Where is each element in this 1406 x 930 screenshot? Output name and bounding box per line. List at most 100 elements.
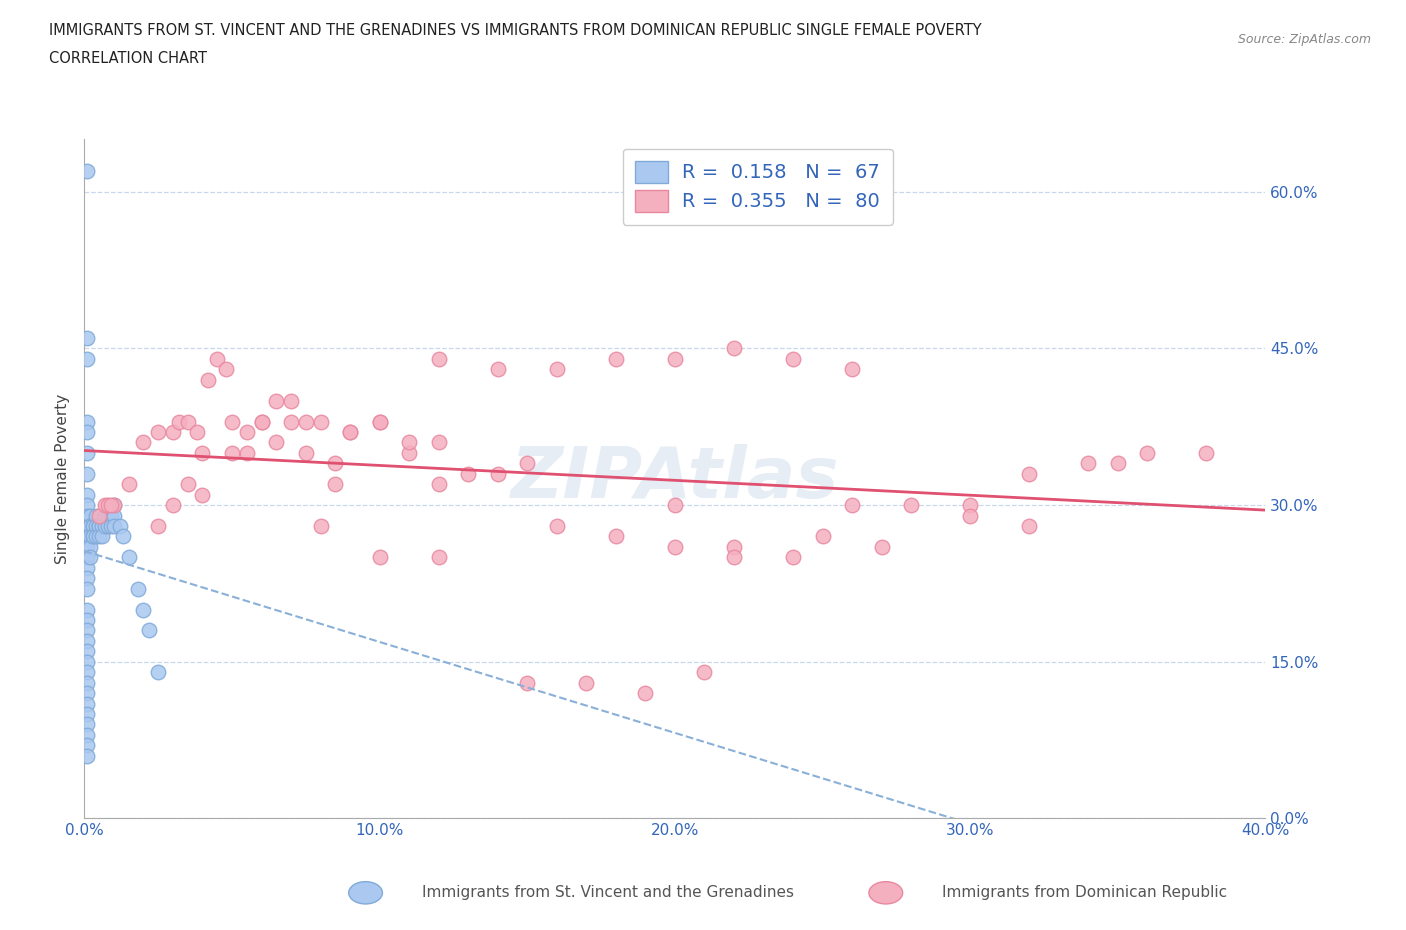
- Point: [1077, 456, 1099, 471]
- Point: [82, 519, 104, 534]
- Point: [76, 498, 98, 512]
- Point: [280, 414, 302, 429]
- Point: [250, 414, 273, 429]
- Point: [264, 435, 288, 450]
- Point: [605, 352, 627, 366]
- Point: [295, 414, 318, 429]
- Point: [76, 727, 98, 742]
- Point: [76, 665, 98, 680]
- Text: Source: ZipAtlas.com: Source: ZipAtlas.com: [1237, 33, 1371, 46]
- Point: [427, 435, 450, 450]
- Point: [79, 529, 101, 544]
- Point: [516, 456, 538, 471]
- Point: [368, 414, 391, 429]
- Point: [664, 539, 686, 554]
- Point: [177, 477, 200, 492]
- Y-axis label: Single Female Poverty: Single Female Poverty: [55, 393, 70, 565]
- Point: [76, 737, 98, 752]
- Point: [91, 519, 114, 534]
- Point: [76, 330, 98, 345]
- Point: [76, 675, 98, 690]
- Text: ZIPAtlas: ZIPAtlas: [510, 445, 839, 513]
- Point: [723, 341, 745, 356]
- Point: [723, 539, 745, 554]
- Point: [82, 519, 104, 534]
- Point: [546, 519, 568, 534]
- Point: [368, 414, 391, 429]
- Point: [177, 414, 200, 429]
- Point: [76, 571, 98, 586]
- Point: [782, 352, 804, 366]
- Point: [76, 613, 98, 628]
- Point: [87, 508, 111, 523]
- Point: [162, 424, 184, 439]
- Point: [87, 519, 111, 534]
- Point: [1107, 456, 1129, 471]
- Point: [127, 581, 149, 596]
- Point: [280, 393, 302, 408]
- Point: [87, 519, 111, 534]
- Point: [427, 352, 450, 366]
- Point: [132, 602, 155, 617]
- Point: [76, 445, 98, 460]
- Point: [76, 529, 98, 544]
- Text: Immigrants from Dominican Republic: Immigrants from Dominican Republic: [942, 885, 1227, 900]
- Point: [103, 508, 125, 523]
- Point: [79, 550, 101, 565]
- Point: [167, 414, 190, 429]
- Point: [605, 529, 627, 544]
- Point: [76, 602, 98, 617]
- Point: [91, 529, 114, 544]
- Point: [427, 550, 450, 565]
- Point: [79, 539, 101, 554]
- Point: [186, 424, 208, 439]
- Point: [84, 508, 107, 523]
- Point: [76, 655, 98, 670]
- Point: [1195, 445, 1218, 460]
- Point: [323, 456, 347, 471]
- Point: [295, 445, 318, 460]
- Point: [368, 550, 391, 565]
- Circle shape: [869, 882, 903, 904]
- Circle shape: [349, 882, 382, 904]
- Point: [309, 519, 332, 534]
- Point: [76, 550, 98, 565]
- Point: [634, 685, 657, 700]
- Point: [398, 445, 420, 460]
- Point: [398, 435, 420, 450]
- Point: [94, 498, 117, 512]
- Point: [900, 498, 922, 512]
- Point: [215, 362, 238, 377]
- Point: [111, 529, 134, 544]
- Point: [100, 519, 122, 534]
- Point: [76, 696, 98, 711]
- Point: [457, 466, 479, 481]
- Point: [79, 529, 101, 544]
- Point: [76, 519, 98, 534]
- Point: [148, 665, 170, 680]
- Point: [1018, 466, 1040, 481]
- Point: [100, 508, 122, 523]
- Point: [782, 550, 804, 565]
- Point: [118, 477, 141, 492]
- Point: [82, 529, 104, 544]
- Point: [118, 550, 141, 565]
- Point: [221, 445, 243, 460]
- Point: [1018, 519, 1040, 534]
- Point: [76, 749, 98, 764]
- Point: [97, 508, 120, 523]
- Point: [323, 477, 347, 492]
- Point: [79, 519, 101, 534]
- Point: [84, 519, 107, 534]
- Point: [546, 362, 568, 377]
- Point: [76, 623, 98, 638]
- Point: [76, 685, 98, 700]
- Point: [76, 466, 98, 481]
- Point: [76, 644, 98, 658]
- Point: [191, 487, 214, 502]
- Point: [250, 414, 273, 429]
- Point: [235, 424, 259, 439]
- Point: [76, 164, 98, 179]
- Point: [76, 707, 98, 722]
- Text: CORRELATION CHART: CORRELATION CHART: [49, 51, 207, 66]
